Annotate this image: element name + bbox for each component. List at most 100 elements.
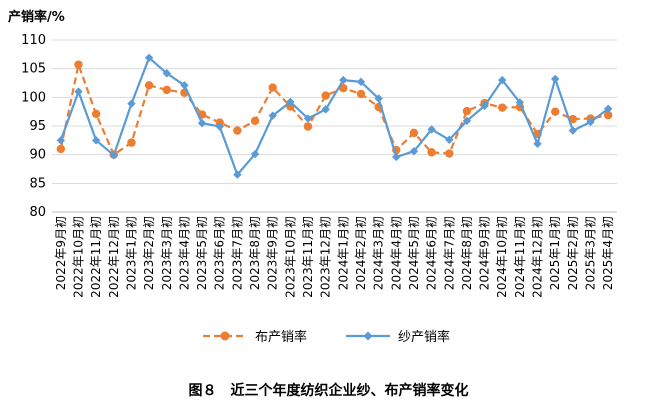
data-point — [109, 151, 118, 160]
data-point — [162, 85, 171, 95]
y-tick-label: 85 — [29, 176, 46, 191]
data-point — [586, 117, 595, 127]
figure-caption: 图８ 近三个年度纺织企业纱、布产销率变化 — [188, 383, 469, 399]
legend-marker — [220, 331, 230, 341]
data-point — [462, 106, 472, 116]
data-point — [233, 170, 242, 179]
x-tick-label: 2024年8月初 — [460, 216, 474, 290]
data-point — [215, 122, 224, 131]
data-point — [356, 77, 366, 87]
x-tick-label: 2022年10月初 — [71, 216, 85, 298]
data-point — [374, 94, 383, 103]
data-point — [498, 103, 507, 112]
x-tick-label: 2023年1月初 — [124, 216, 138, 290]
series-2 — [56, 53, 613, 179]
series-1 — [56, 60, 613, 159]
x-tick-label: 2024年3月初 — [372, 216, 386, 290]
x-tick-label: 2025年2月初 — [566, 216, 580, 290]
x-tick-label: 2024年7月初 — [442, 216, 456, 290]
legend-item-1: 布产销率 — [203, 329, 307, 345]
data-point — [356, 89, 366, 99]
data-point — [321, 105, 330, 114]
x-tick-label: 2023年7月初 — [230, 216, 244, 290]
data-point — [339, 83, 348, 93]
data-point — [91, 136, 101, 145]
x-tick-label: 2023年5月初 — [195, 216, 209, 290]
data-point — [56, 144, 66, 154]
data-point — [303, 122, 313, 131]
x-tick-label: 2023年9月初 — [266, 216, 280, 290]
x-tick-label: 2024年4月初 — [389, 216, 403, 290]
x-tick-label: 2022年9月初 — [54, 216, 68, 290]
data-point — [162, 69, 171, 78]
data-point — [268, 83, 277, 92]
x-tick-label: 2023年6月初 — [213, 216, 227, 290]
data-point — [515, 98, 525, 107]
y-axis-title: 产销率/% — [8, 10, 65, 25]
data-point — [498, 75, 507, 85]
data-point — [197, 118, 207, 128]
x-tick-label: 2025年4月初 — [601, 216, 615, 290]
legend: 布产销率 纱产销率 — [203, 329, 450, 345]
x-tick-label: 2025年1月初 — [548, 216, 562, 290]
data-point — [144, 53, 154, 62]
data-point — [462, 116, 472, 126]
x-tick-label: 2022年11月初 — [89, 216, 103, 298]
series-group — [56, 53, 613, 179]
data-point — [533, 139, 542, 148]
data-point — [427, 148, 436, 157]
y-tick-label: 110 — [21, 33, 46, 48]
data-point — [409, 147, 419, 156]
x-tick-label: 2024年9月初 — [478, 216, 492, 290]
data-point — [551, 107, 560, 116]
data-point — [445, 149, 454, 158]
x-tick-label: 2024年6月初 — [425, 216, 439, 290]
x-tick-label: 2023年3月初 — [160, 216, 174, 290]
series-line — [59, 56, 609, 176]
data-point — [144, 81, 154, 90]
data-point — [303, 114, 313, 123]
legend-marker — [363, 331, 373, 341]
series-line — [59, 63, 609, 156]
data-point — [56, 136, 66, 145]
x-tick-label: 2024年1月初 — [336, 216, 350, 290]
x-tick-label: 2024年5月初 — [407, 216, 421, 290]
x-tick-label: 2024年2月初 — [354, 216, 368, 290]
x-tick-label: 2023年12月初 — [319, 216, 333, 298]
data-point — [603, 110, 613, 120]
y-tick-label: 100 — [21, 90, 46, 105]
data-point — [286, 97, 295, 107]
y-tick-label: 90 — [29, 148, 46, 163]
data-point — [321, 91, 330, 100]
y-tick-label: 95 — [29, 119, 46, 134]
y-axis-ticks: 80 85 90 95 100 105 110 — [21, 33, 46, 220]
x-tick-label: 2023年10月初 — [283, 216, 297, 298]
legend-label: 纱产销率 — [398, 329, 450, 345]
data-point — [250, 149, 260, 159]
x-tick-label: 2023年2月初 — [142, 216, 156, 290]
x-axis-ticks: 2022年9月初 2022年10月初 2022年11月初 2022年12月初 2023年… — [54, 216, 615, 298]
x-tick-label: 2023年4月初 — [177, 216, 191, 290]
data-point — [551, 74, 560, 84]
data-point — [180, 81, 189, 90]
x-tick-label: 2022年12月初 — [107, 216, 121, 298]
data-point — [91, 109, 101, 119]
data-point — [427, 125, 436, 134]
data-point — [250, 116, 260, 126]
data-point — [568, 126, 578, 135]
x-tick-label: 2024年11月初 — [513, 216, 527, 298]
data-point — [74, 60, 83, 69]
data-point — [480, 101, 489, 111]
x-tick-label: 2024年12月初 — [531, 216, 545, 298]
data-point — [392, 152, 401, 162]
data-point — [339, 75, 348, 85]
data-point — [603, 104, 613, 113]
x-tick-label: 2023年8月初 — [248, 216, 262, 290]
data-point — [74, 87, 83, 96]
y-tick-label: 105 — [21, 62, 46, 77]
data-point — [268, 111, 277, 120]
data-point — [127, 99, 136, 108]
grid-lines — [52, 39, 617, 213]
data-point — [409, 128, 419, 138]
data-point — [233, 126, 242, 135]
